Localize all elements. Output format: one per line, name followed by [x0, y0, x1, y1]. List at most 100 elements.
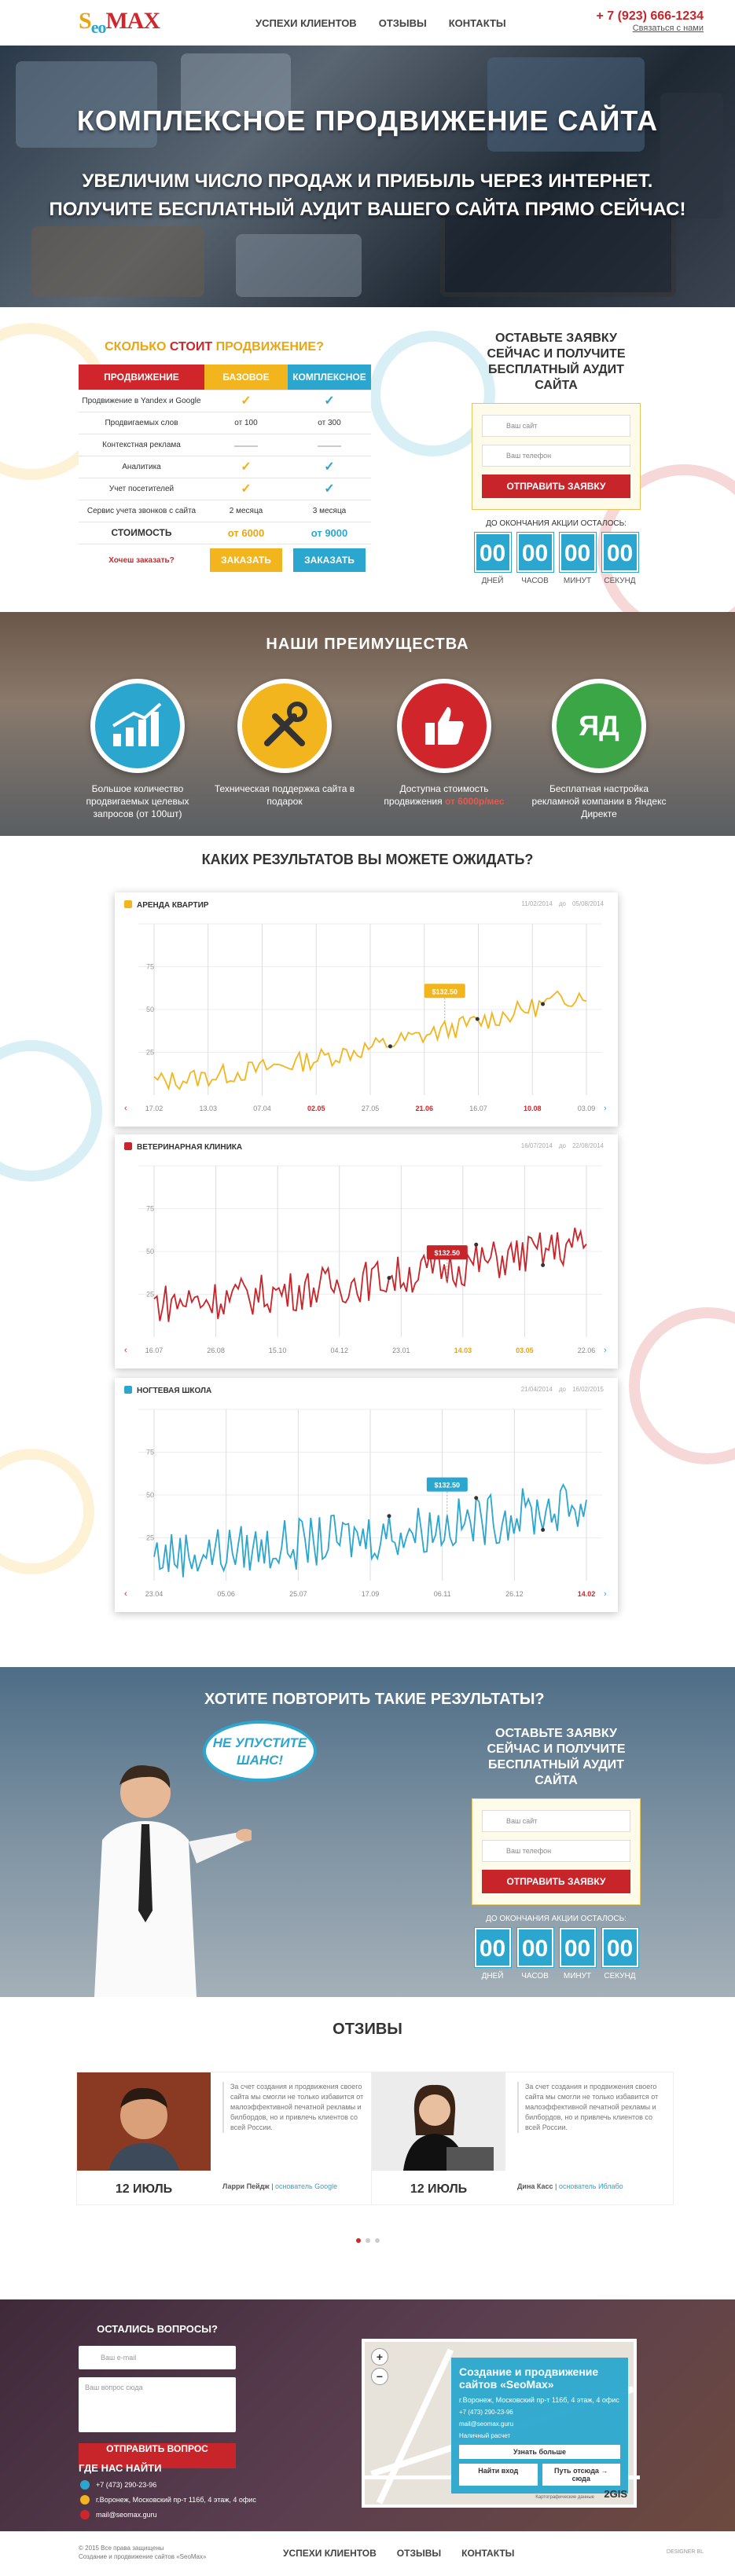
complex-value: 3 месяца — [288, 500, 371, 522]
review-role-1[interactable]: основатель Google — [275, 2182, 338, 2190]
cost-complex: от 9000 — [288, 522, 371, 544]
chart-date-range[interactable]: 11/02/2014 до 05/08/2014 — [521, 900, 604, 907]
review-role-2[interactable]: основатель Иблабо — [558, 2182, 623, 2190]
map-widget[interactable]: + − Создание и продвижение сайтов «SeoMax… — [362, 2339, 640, 2508]
chart-point[interactable] — [474, 1242, 479, 1247]
chart-point[interactable] — [387, 1276, 391, 1281]
map-phone[interactable]: +7 (473) 290-23-96 — [459, 2409, 513, 2416]
review-dot-1[interactable] — [355, 2238, 361, 2243]
y-tick-label: 50 — [146, 1248, 154, 1255]
nav-contacts[interactable]: Контакты — [448, 17, 506, 29]
chart-point[interactable] — [541, 1527, 546, 1532]
chart-series-line — [153, 990, 587, 1091]
order-basic-button[interactable]: ЗАКАЗАТЬ — [210, 548, 282, 573]
order-complex-button[interactable]: ЗАКАЗАТЬ — [293, 548, 366, 573]
basic-value: 2 месяца — [204, 500, 288, 522]
chart-point[interactable] — [541, 1262, 546, 1267]
pricing-header-row: ПРОДВИЖЕНИЕ БАЗОВОЕ КОМПЛЕКСНОЕ — [79, 365, 371, 390]
timer-label: ДО ОКОНЧАНИЯ АКЦИИ ОСТАЛОСЬ: — [486, 519, 627, 528]
zoom-in-button[interactable]: + — [371, 2348, 388, 2365]
nav-clients[interactable]: Успехи клиентов — [255, 17, 357, 29]
contact-phone[interactable]: +7 (473) 290-23-96 — [79, 2480, 256, 2490]
map-email[interactable]: mail@seomax.guru — [459, 2420, 514, 2428]
timer-seconds: 00 — [601, 532, 639, 573]
chart-point[interactable] — [474, 1496, 479, 1501]
footer-nav-clients[interactable]: Успехи клиентов — [283, 2548, 377, 2559]
2gis-logo[interactable]: 2GIS — [604, 2488, 627, 2500]
chart-point[interactable] — [475, 1017, 480, 1021]
map-find-entrance-button[interactable]: Найти вход — [459, 2464, 538, 2486]
x-tick-label: 14.03 — [454, 1347, 472, 1354]
chart-next-arrow-icon[interactable]: › — [604, 1346, 607, 1355]
basic-value: ✓ — [204, 478, 288, 500]
chart-prev-arrow-icon[interactable]: ‹ — [124, 1346, 127, 1355]
review-dot-3[interactable] — [374, 2238, 380, 2243]
timer-minutes-label: МИНУТ — [563, 577, 592, 585]
chart-tooltip — [426, 1245, 468, 1260]
x-tick-label: 04.12 — [330, 1347, 348, 1354]
tools-icon — [237, 679, 332, 773]
site-input[interactable]: Ваш сайт — [482, 415, 630, 437]
header-phone[interactable]: + 7 (923) 666-1234 — [596, 9, 704, 23]
timer-seconds-label: СЕКУНД — [604, 577, 636, 585]
footer-nav-contacts[interactable]: Контакты — [461, 2548, 515, 2559]
review-photo-1 — [77, 2072, 211, 2171]
contact-email[interactable]: mail@seomax.guru — [79, 2510, 256, 2519]
feature-label: Аналитика — [79, 456, 204, 478]
review-pagination — [0, 2233, 735, 2247]
logo[interactable]: SeoMAX — [79, 8, 160, 37]
email-input[interactable]: Ваш e-mail — [79, 2346, 236, 2369]
x-tick-label: 02.05 — [307, 1105, 325, 1112]
hero-subtitle: УВЕЛИЧИМ ЧИСЛО ПРОДАЖ И ПРИБЫЛЬ ЧЕРЕЗ ИН… — [49, 170, 686, 220]
map-more-button[interactable]: Узнать больше — [459, 2445, 620, 2459]
cta-submit-button[interactable]: ОТПРАВИТЬ ЗАЯВКУ — [482, 1870, 630, 1893]
zoom-out-button[interactable]: − — [371, 2368, 388, 2385]
x-tick-label: 03.05 — [516, 1347, 534, 1354]
x-tick-label: 13.03 — [199, 1105, 217, 1112]
nav-reviews[interactable]: Отзывы — [378, 17, 427, 29]
review-photo-2 — [372, 2072, 505, 2171]
timer-hours: 00 — [516, 532, 554, 573]
review-dot-2[interactable] — [365, 2238, 370, 2243]
chart-point[interactable] — [387, 1514, 391, 1519]
basic-value: ✓ — [204, 390, 288, 412]
cta-phone-input[interactable]: Ваш телефон — [482, 1840, 630, 1862]
cta-timer-seconds: 00 — [601, 1927, 639, 1968]
cta-site-input[interactable]: Ваш сайт — [482, 1810, 630, 1832]
phone-input[interactable]: Ваш телефон — [482, 445, 630, 467]
map-route-button[interactable]: Путь отсюда → сюда — [542, 2464, 620, 2486]
x-tick-label: 22.06 — [578, 1347, 596, 1354]
chart-prev-arrow-icon[interactable]: ‹ — [124, 1104, 127, 1113]
map-info-card: Создание и продвижение сайтов «SeoMax» г… — [451, 2358, 628, 2494]
chart-badge-icon — [124, 1142, 132, 1150]
chart-tooltip — [426, 1477, 468, 1492]
cta-form-title: ОСТАВЬТЕ ЗАЯВКУ СЕЙЧАС И ПОЛУЧИТЕ БЕСПЛА… — [487, 1727, 626, 1787]
question-textarea[interactable]: Ваш вопрос сюда — [79, 2377, 236, 2432]
chart-date-range[interactable]: 21/04/2014 до 16/02/2015 — [520, 1386, 604, 1393]
cta-timer-hours-label: ЧАСОВ — [521, 1972, 549, 1981]
chart-prev-arrow-icon[interactable]: ‹ — [124, 1589, 127, 1599]
cta-countdown-timer: 00 ДНЕЙ 00 ЧАСОВ 00 МИНУТ 00 СЕКУНД — [472, 1927, 641, 1981]
chart-point[interactable] — [388, 1044, 392, 1049]
chance-bubble: НЕ УПУСТИТЕ ШАНС! — [203, 1720, 317, 1782]
footer-nav-reviews[interactable]: Отзывы — [396, 2548, 442, 2559]
pricing-row: Сервис учета звонков с сайта 2 месяца 3 ме… — [79, 500, 371, 522]
site-footer: © 2015 Все права защищены Создание и прод… — [0, 2531, 735, 2576]
chart-next-arrow-icon[interactable]: › — [604, 1104, 607, 1113]
footer-nav: Успехи клиентов Отзывы Контакты — [283, 2548, 514, 2559]
send-question-button[interactable]: ОТПРАВИТЬ ВОПРОС — [79, 2443, 236, 2468]
y-tick-label: 50 — [146, 1491, 154, 1499]
chart-date-range[interactable]: 16/07/2014 до 22/08/2014 — [520, 1142, 604, 1149]
submit-button[interactable]: ОТПРАВИТЬ ЗАЯВКУ — [482, 475, 630, 498]
advantage-1-text: Большое количество продвигаемых целевых … — [86, 783, 189, 819]
callback-link[interactable]: Связаться с нами — [632, 24, 704, 33]
x-tick-label: 07.04 — [253, 1105, 271, 1112]
question-form: ОСТАЛИСЬ ВОПРОСЫ? Ваш e-mail Ваш вопрос … — [79, 2323, 236, 2468]
chart-point[interactable] — [541, 1002, 546, 1006]
advantages-section: НАШИ ПРЕИМУЩЕСТВА Большое количество про… — [0, 612, 735, 836]
chart-next-arrow-icon[interactable]: › — [604, 1589, 607, 1599]
advantage-2-text: Техническая поддержка сайта в подарок — [214, 783, 355, 807]
advantages-title: НАШИ ПРЕИМУЩЕСТВА — [266, 636, 469, 653]
where-title: ГДЕ НАС НАЙТИ — [79, 2462, 162, 2474]
cta-section: ХОТИТЕ ПОВТОРИТЬ ТАКИЕ РЕЗУЛЬТАТЫ? НЕ УП… — [0, 1667, 735, 1997]
